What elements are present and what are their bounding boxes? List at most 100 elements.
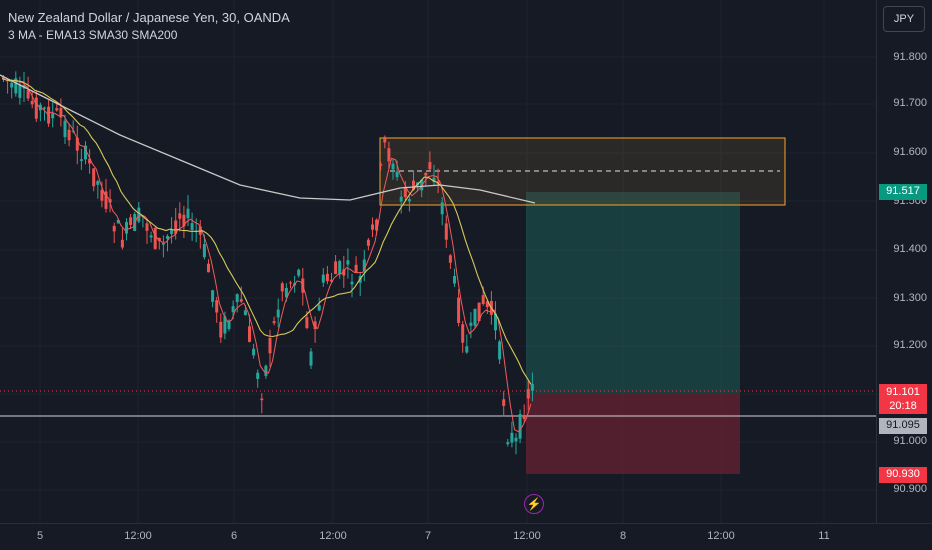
- candle-body: [498, 341, 502, 360]
- candle-body: [366, 239, 370, 246]
- candle-body: [338, 260, 342, 275]
- candle-body: [342, 269, 346, 276]
- indicator-legend[interactable]: 3 MA - EMA13 SMA30 SMA200: [8, 28, 178, 42]
- candle-body: [526, 389, 530, 399]
- candle-body: [305, 317, 309, 329]
- candle-body: [211, 290, 215, 302]
- candle-body: [264, 365, 268, 376]
- candle-body: [67, 129, 71, 141]
- candle-body: [248, 326, 251, 342]
- candle-body: [485, 301, 489, 308]
- candle-body: [510, 432, 514, 443]
- candle-body: [428, 162, 432, 170]
- candle-body: [473, 308, 477, 326]
- candle-body: [92, 168, 96, 187]
- candle-body: [166, 235, 169, 239]
- candle-body: [186, 208, 190, 219]
- symbol-title[interactable]: New Zealand Dollar / Japanese Yen, 30, O…: [8, 10, 290, 25]
- time-tick: 12:00: [124, 530, 152, 542]
- sma200-line: [0, 74, 536, 204]
- candle-body: [502, 399, 506, 406]
- candle-body: [309, 351, 313, 366]
- sma30-line: [1, 78, 532, 385]
- candle-body: [280, 283, 284, 292]
- candle-body: [108, 199, 112, 203]
- candle-body: [424, 172, 428, 176]
- candle-body: [289, 282, 292, 284]
- chart-canvas[interactable]: [0, 0, 876, 523]
- candle-body: [43, 107, 46, 109]
- currency-button[interactable]: JPY: [883, 6, 925, 32]
- price-tick: 91.400: [893, 243, 927, 255]
- time-tick: 6: [230, 530, 238, 542]
- candle-body: [59, 107, 63, 118]
- candle-body: [202, 244, 206, 258]
- candle-body: [153, 227, 157, 249]
- take-profit-zone: [526, 192, 740, 393]
- price-tick: 91.800: [893, 51, 927, 63]
- time-tick: 8: [619, 530, 627, 542]
- candle-body: [395, 171, 399, 178]
- candle-body: [317, 305, 321, 311]
- candle-body: [297, 269, 301, 276]
- candle-body: [219, 321, 223, 338]
- candle-body: [268, 337, 272, 354]
- candle-body: [391, 163, 395, 170]
- candle-body: [387, 148, 391, 162]
- price-tick: 91.000: [893, 435, 927, 447]
- candle-body: [235, 294, 239, 303]
- candle-body: [461, 324, 465, 343]
- candle-body: [182, 214, 186, 227]
- candle-body: [256, 372, 260, 379]
- candle-body: [330, 279, 333, 282]
- candle-body: [79, 159, 83, 161]
- candle-body: [14, 78, 18, 94]
- candle-body: [272, 321, 276, 324]
- candle-body: [231, 306, 235, 313]
- candle-body: [10, 82, 14, 88]
- candle-body: [518, 414, 522, 439]
- last-price-badge: 91.101 20:18: [879, 384, 927, 414]
- time-tick: 12:00: [513, 530, 541, 542]
- candle-body: [190, 223, 194, 230]
- chart-area[interactable]: [0, 0, 876, 523]
- candle-body: [75, 137, 79, 151]
- candle-body: [215, 300, 219, 313]
- candle-body: [104, 191, 108, 209]
- candle-body: [125, 222, 128, 234]
- price-tick: 91.700: [893, 97, 927, 109]
- candle-body: [207, 263, 210, 273]
- candle-body: [432, 177, 436, 183]
- candle-body: [469, 322, 473, 326]
- time-tick: 11: [818, 530, 830, 542]
- candle-body: [227, 320, 231, 329]
- candle-body: [383, 136, 387, 143]
- time-axis-separator: [0, 523, 932, 524]
- candle-body: [174, 220, 178, 234]
- candle-body: [399, 196, 403, 202]
- candle-body: [100, 189, 104, 201]
- candle-body: [465, 346, 469, 353]
- candle-body: [321, 274, 325, 283]
- candle-body: [375, 219, 379, 231]
- candle-body: [514, 437, 518, 442]
- candle-body: [284, 287, 288, 298]
- stop-loss-zone: [526, 393, 740, 474]
- time-tick: 12:00: [319, 530, 347, 542]
- candle-body: [47, 106, 51, 124]
- bar-countdown: 20:18: [889, 400, 917, 412]
- candle-body: [354, 264, 358, 273]
- candle-body: [506, 442, 510, 445]
- time-tick: 5: [36, 530, 44, 542]
- lightning-bolt-icon[interactable]: ⚡: [524, 494, 544, 514]
- candle-body: [88, 158, 92, 164]
- candle-body: [63, 120, 67, 138]
- candle-body: [137, 207, 141, 222]
- candle-body: [362, 259, 366, 272]
- candle-body: [120, 239, 124, 248]
- candle-body: [346, 260, 350, 265]
- time-tick: 7: [424, 530, 432, 542]
- price-tick: 91.600: [893, 146, 927, 158]
- candle-body: [334, 261, 338, 275]
- candle-body: [129, 217, 133, 225]
